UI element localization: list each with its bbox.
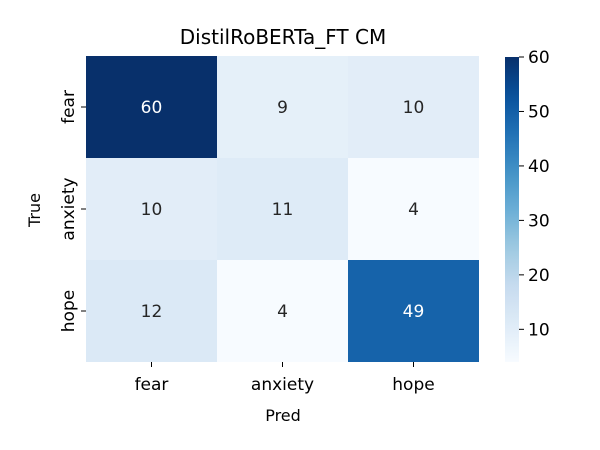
y-axis-ticks: fear anxiety hope bbox=[59, 90, 86, 332]
x-tick-label: hope bbox=[392, 375, 434, 395]
cell-value-label: 12 bbox=[141, 302, 163, 322]
x-tick-label: anxiety bbox=[251, 375, 314, 395]
heatmap-cell bbox=[217, 260, 348, 362]
heatmap-cell bbox=[348, 260, 479, 362]
cell-value-label: 9 bbox=[277, 98, 288, 118]
colorbar: 10 20 30 40 50 60 bbox=[505, 48, 550, 362]
cell-value-label: 4 bbox=[277, 302, 288, 322]
heatmap-cell bbox=[86, 158, 217, 260]
y-tick-label: fear bbox=[59, 90, 79, 124]
heatmap-cells: 60 9 10 10 11 4 12 4 49 bbox=[86, 56, 479, 362]
heatmap-cell bbox=[217, 56, 348, 158]
cell-value-label: 4 bbox=[408, 200, 419, 220]
colorbar-tick-label: 60 bbox=[528, 48, 550, 68]
heatmap-cell bbox=[86, 260, 217, 362]
cell-value-label: 11 bbox=[272, 200, 294, 220]
heatmap-cell bbox=[217, 158, 348, 260]
cell-value-label: 10 bbox=[141, 200, 163, 220]
y-tick-label: anxiety bbox=[59, 177, 79, 240]
y-axis-label: True bbox=[25, 193, 44, 228]
heatmap-cell bbox=[348, 56, 479, 158]
y-tick-label: hope bbox=[59, 290, 79, 332]
x-axis-ticks: fear anxiety hope bbox=[135, 362, 435, 395]
x-tick-label: fear bbox=[135, 375, 169, 395]
heatmap-cell bbox=[348, 158, 479, 260]
cell-value-label: 10 bbox=[403, 98, 425, 118]
x-axis-label: Pred bbox=[265, 406, 301, 425]
colorbar-tick-label: 50 bbox=[528, 102, 550, 122]
chart-title: DistilRoBERTa_FT CM bbox=[180, 25, 386, 49]
cell-value-label: 49 bbox=[403, 302, 425, 322]
heatmap-cell bbox=[86, 56, 217, 158]
colorbar-tick-label: 10 bbox=[528, 320, 550, 340]
cell-value-label: 60 bbox=[141, 98, 163, 118]
colorbar-gradient bbox=[505, 57, 519, 362]
colorbar-tick-label: 30 bbox=[528, 211, 550, 231]
colorbar-tick-label: 40 bbox=[528, 157, 550, 177]
colorbar-tick-label: 20 bbox=[528, 266, 550, 286]
